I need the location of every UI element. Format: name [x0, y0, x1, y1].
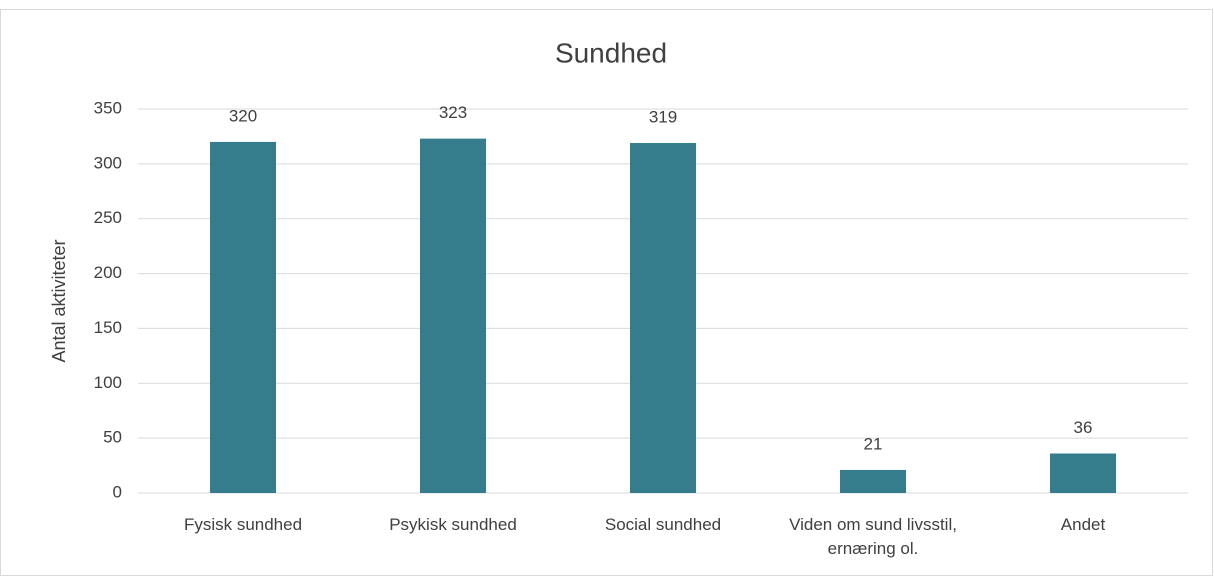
chart-title: Sundhed — [555, 37, 667, 68]
x-tick-label: Social sundhed — [604, 515, 722, 534]
data-label: 36 — [1074, 418, 1093, 437]
bar — [840, 469, 906, 493]
y-tick-label: 150 — [94, 318, 122, 337]
x-tick-label: Viden om sund livsstil, ernæring ol. — [789, 515, 957, 558]
data-label: 319 — [649, 107, 677, 126]
y-tick-label: 300 — [94, 153, 122, 172]
data-label: 320 — [229, 106, 257, 125]
x-tick-label: Psykisk sundhed — [389, 515, 517, 534]
y-axis-title: Antal aktiviteter — [49, 239, 69, 362]
chart-border — [0, 9, 1213, 576]
x-tick-label: Andet — [1060, 515, 1106, 534]
data-label: 21 — [864, 434, 883, 453]
y-tick-label: 100 — [94, 373, 122, 392]
bar — [210, 141, 276, 493]
bar — [1050, 453, 1116, 493]
bar — [420, 138, 486, 493]
bar — [630, 143, 696, 494]
y-tick-label: 50 — [103, 428, 122, 447]
x-tick-label: Fysisk sundhed — [183, 515, 303, 534]
y-tick-label: 0 — [113, 482, 122, 501]
data-label: 323 — [439, 103, 467, 122]
y-tick-label: 350 — [94, 98, 122, 117]
y-tick-label: 200 — [94, 263, 122, 282]
y-tick-label: 250 — [94, 208, 122, 227]
